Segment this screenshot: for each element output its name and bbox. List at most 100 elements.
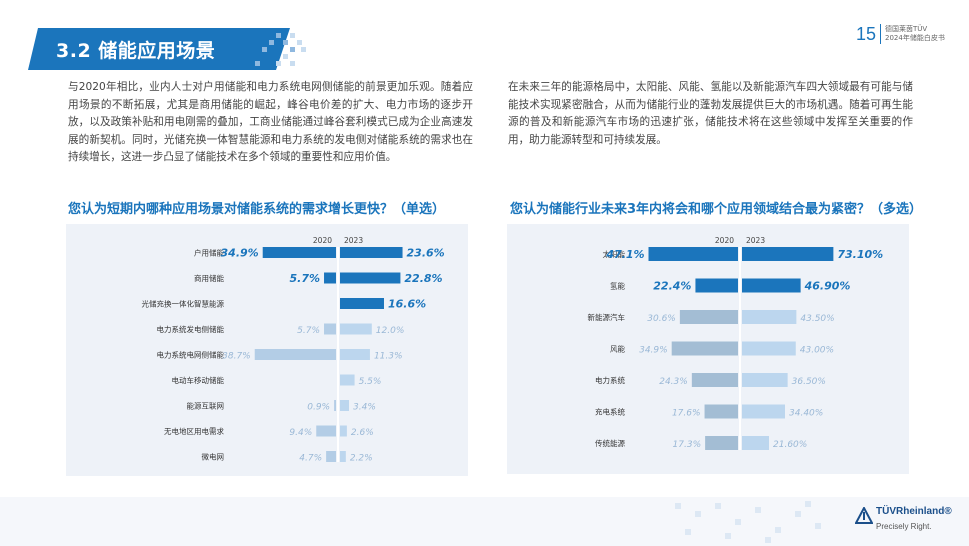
intro-paragraph-left: 与2020年相比，业内人士对户用储能和电力系统电网侧储能的前景更加乐观。随着应用… (68, 81, 473, 163)
tuv-triangle-icon (855, 507, 873, 524)
header-report-name: 2024年储能白皮书 (885, 34, 945, 42)
value-label-2020: 30.6% (647, 314, 676, 324)
bar-2020 (691, 373, 738, 387)
value-label-2023: 43.00% (800, 346, 834, 356)
bar-2023 (742, 278, 801, 293)
category-label: 微电网 (202, 452, 225, 462)
bar-2020 (324, 272, 336, 284)
bar-2023 (742, 310, 797, 324)
bar-2023 (340, 247, 403, 258)
series-label-2023: 2023 (344, 236, 363, 245)
bar-2023 (340, 400, 350, 411)
category-label: 传统能源 (595, 438, 625, 448)
page-number: 15 (856, 24, 877, 44)
value-label-2023: 22.8% (404, 272, 442, 285)
series-label-2020: 2020 (715, 236, 734, 245)
category-label: 太阳能 (603, 249, 626, 259)
header-org: 德国莱茵TÜV (885, 25, 928, 33)
bar-2020 (671, 341, 738, 356)
value-label-2023: 34.40% (789, 409, 823, 419)
value-label-2023: 3.4% (353, 403, 376, 413)
bar-2020 (695, 278, 738, 293)
value-label-2023: 46.90% (804, 280, 851, 293)
category-label: 风能 (610, 344, 625, 354)
value-label-2023: 2.6% (351, 428, 374, 438)
value-label-2023: 43.50% (800, 314, 834, 324)
value-label-2023: 11.3% (374, 352, 403, 362)
series-label-2023: 2023 (746, 236, 765, 245)
value-label-2020: 5.7% (290, 272, 321, 285)
bar-2020 (326, 451, 336, 462)
bar-2020 (705, 436, 738, 450)
category-label: 新能源汽车 (588, 312, 626, 322)
bar-2020 (704, 404, 738, 419)
value-label-2020: 47.1% (605, 248, 644, 261)
section-title: 3.2 储能应用场景 (56, 39, 216, 62)
bar-2020 (648, 247, 738, 261)
category-label: 户用储能 (194, 248, 224, 258)
value-label-2023: 36.50% (792, 377, 826, 387)
header-divider (880, 24, 881, 44)
category-label: 氢能 (610, 281, 625, 291)
category-label: 无电地区用电需求 (164, 426, 224, 436)
chart-title-right: 您认为储能行业未来3年内将会和哪个应用领域结合最为紧密？（多选） (510, 202, 923, 217)
value-label-2023: 12.0% (376, 326, 405, 336)
value-label-2023: 16.6% (388, 298, 426, 311)
intro-paragraph-right: 在未来三年的能源格局中，太阳能、风能、氢能以及新能源汽车四大领域最有可能与储能技… (508, 81, 913, 146)
category-label: 充电系统 (595, 407, 625, 417)
category-label: 光储充换一体化智慧能源 (142, 299, 225, 309)
bar-2020 (262, 247, 336, 258)
category-label: 电动车移动储能 (172, 375, 225, 385)
pixel-decoration (248, 33, 306, 66)
category-label: 电力系统电网侧储能 (157, 350, 225, 360)
bar-2020 (679, 310, 738, 324)
category-label: 能源互联网 (187, 401, 225, 411)
bar-2023 (340, 425, 347, 437)
value-label-2023: 23.6% (407, 247, 445, 260)
value-label-2020: 34.9% (221, 247, 259, 260)
chart-panel-left: 2020 2023 户用储能 34.9% 23.6% 商用储能 5.7% 22.8% 光储充换一… (66, 224, 468, 476)
bar-2023 (340, 272, 401, 284)
value-label-2020: 17.6% (672, 409, 701, 419)
value-label-2020: 38.7% (222, 352, 251, 362)
value-label-2023: 21.60% (773, 440, 807, 450)
value-label-2020: 0.9% (307, 403, 330, 413)
category-label: 商用储能 (194, 273, 224, 283)
chart-panel-right: 2020 2023 太阳能 47.1% 73.10% 氢能 22.4% 46.90% 新能源汽车… (507, 224, 909, 474)
chart-title-left: 您认为短期内哪种应用场景对储能系统的需求增长更快？（单选） (68, 202, 446, 217)
value-label-2020: 17.3% (673, 440, 702, 450)
bar-2023 (340, 349, 370, 360)
brand-name: TÜVRheinland® (876, 506, 952, 517)
bar-2020 (316, 425, 336, 437)
bar-2023 (742, 341, 796, 356)
category-label: 电力系统发电侧储能 (157, 324, 225, 334)
category-label: 电力系统 (595, 375, 625, 385)
series-label-2020: 2020 (313, 236, 332, 245)
bar-2023 (340, 374, 355, 386)
bar-2023 (742, 436, 769, 450)
bar-2020 (334, 400, 336, 411)
bar-2023 (340, 298, 384, 309)
section-title-band: 3.2 储能应用场景 (28, 28, 290, 70)
value-label-2020: 22.4% (653, 280, 691, 293)
bar-2020 (324, 323, 336, 335)
bar-2023 (742, 247, 834, 261)
value-label-2020: 24.3% (659, 377, 688, 387)
brand-tagline: Precisely Right. (876, 522, 932, 531)
footer-pixel-decoration (675, 501, 821, 543)
value-label-2023: 2.2% (350, 454, 373, 464)
value-label-2023: 73.10% (837, 248, 883, 261)
bar-2023 (742, 404, 785, 419)
value-label-2020: 4.7% (299, 454, 322, 464)
tuv-logo: TÜVRheinland® Precisely Right. (855, 503, 965, 543)
value-label-2020: 34.9% (639, 346, 668, 356)
bar-2023 (340, 451, 346, 462)
bar-2020 (254, 349, 336, 360)
value-label-2020: 5.7% (297, 326, 320, 336)
bar-2023 (742, 373, 788, 387)
value-label-2023: 5.5% (359, 377, 382, 387)
bar-2023 (340, 323, 372, 335)
